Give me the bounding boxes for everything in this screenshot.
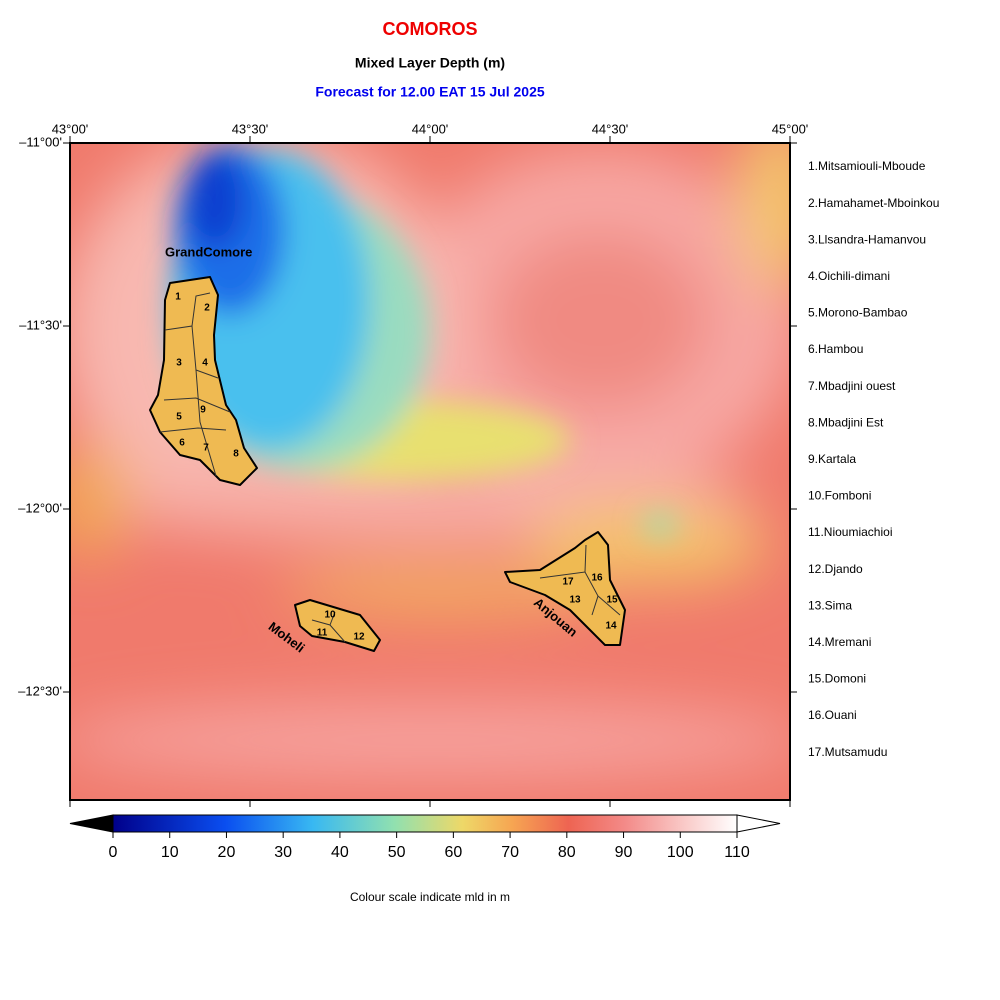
colorbar-label: 100 bbox=[667, 844, 694, 861]
district-number: 13 bbox=[569, 595, 581, 606]
colorbar-label: 40 bbox=[331, 844, 349, 861]
district-number: 16 bbox=[591, 573, 603, 584]
district-number: 8 bbox=[233, 449, 239, 460]
forecast: Forecast for 12.00 EAT 15 Jul 2025 bbox=[315, 84, 545, 100]
region-entry: 17.Mutsamudu bbox=[808, 745, 887, 759]
lat-label: –11°30' bbox=[19, 317, 62, 332]
district-number: 1 bbox=[175, 292, 181, 303]
district-number: 15 bbox=[606, 595, 618, 606]
region-entry: 16.Ouani bbox=[808, 708, 857, 722]
anjouan bbox=[504, 531, 626, 646]
lat-label: –12°30' bbox=[18, 683, 62, 698]
islands bbox=[149, 276, 626, 652]
region-entry: 4.Oichili-dimani bbox=[808, 269, 890, 283]
colorbar-label: 30 bbox=[274, 844, 292, 861]
region-entry: 14.Mremani bbox=[808, 635, 871, 649]
region-entry: 5.Morono-Bambao bbox=[808, 306, 908, 320]
district-number: 3 bbox=[176, 358, 182, 369]
lat-label: –11°00' bbox=[19, 134, 62, 149]
colorbar-label: 70 bbox=[501, 844, 519, 861]
lat-label: –12°00' bbox=[18, 500, 62, 515]
district-number: 5 bbox=[176, 412, 182, 423]
island-label: GrandComore bbox=[165, 244, 252, 259]
colorbar-label: 20 bbox=[218, 844, 236, 861]
region-entry: 8.Mbadjini Est bbox=[808, 415, 884, 429]
district-number: 4 bbox=[202, 358, 208, 369]
district-number: 2 bbox=[204, 303, 210, 314]
district-number: 14 bbox=[605, 621, 617, 632]
region-entry: 9.Kartala bbox=[808, 452, 856, 466]
district-number: 7 bbox=[203, 443, 209, 454]
district-number: 17 bbox=[562, 577, 574, 588]
lon-label: 45°00' bbox=[772, 121, 809, 136]
colorbar-label: 110 bbox=[724, 844, 750, 861]
district-number: 12 bbox=[353, 632, 365, 643]
region-entry: 10.Fomboni bbox=[808, 489, 871, 503]
district-number: 10 bbox=[324, 610, 336, 621]
district-number: 11 bbox=[317, 628, 328, 639]
title: COMOROS bbox=[382, 19, 477, 39]
subtitle: Mixed Layer Depth (m) bbox=[355, 55, 505, 71]
lon-label: 44°30' bbox=[592, 121, 629, 136]
mld-field bbox=[70, 143, 790, 800]
colorbar-label: 10 bbox=[161, 844, 179, 861]
region-entry: 1.Mitsamiouli-Mboude bbox=[808, 159, 926, 173]
district-number: 9 bbox=[200, 405, 206, 416]
region-entry: 13.Sima bbox=[808, 598, 852, 612]
colorbar-caption: Colour scale indicate mld in m bbox=[350, 890, 510, 904]
lon-label: 43°00' bbox=[52, 121, 89, 136]
colorbar-label: 50 bbox=[388, 844, 406, 861]
region-entry: 6.Hambou bbox=[808, 342, 863, 356]
region-entry: 11.Nioumiachioi bbox=[808, 525, 893, 539]
region-entry: 12.Djando bbox=[808, 562, 863, 576]
lon-label: 43°30' bbox=[232, 121, 269, 136]
colorbar-label: 0 bbox=[109, 844, 118, 861]
lon-label: 44°00' bbox=[412, 121, 449, 136]
region-entry: 2.Hamahamet-Mboinkou bbox=[808, 196, 939, 210]
colorbar-label: 60 bbox=[444, 844, 462, 861]
moheli bbox=[294, 599, 381, 652]
colorbar-label: 80 bbox=[558, 844, 576, 861]
district-number: 6 bbox=[179, 438, 185, 449]
colorbar bbox=[69, 814, 781, 833]
region-entry: 7.Mbadjini ouest bbox=[808, 379, 896, 393]
colorbar-label: 90 bbox=[615, 844, 633, 861]
grand-comore bbox=[149, 276, 258, 486]
region-entry: 3.Llsandra-Hamanvou bbox=[808, 232, 926, 246]
region-entry: 15.Domoni bbox=[808, 672, 866, 686]
